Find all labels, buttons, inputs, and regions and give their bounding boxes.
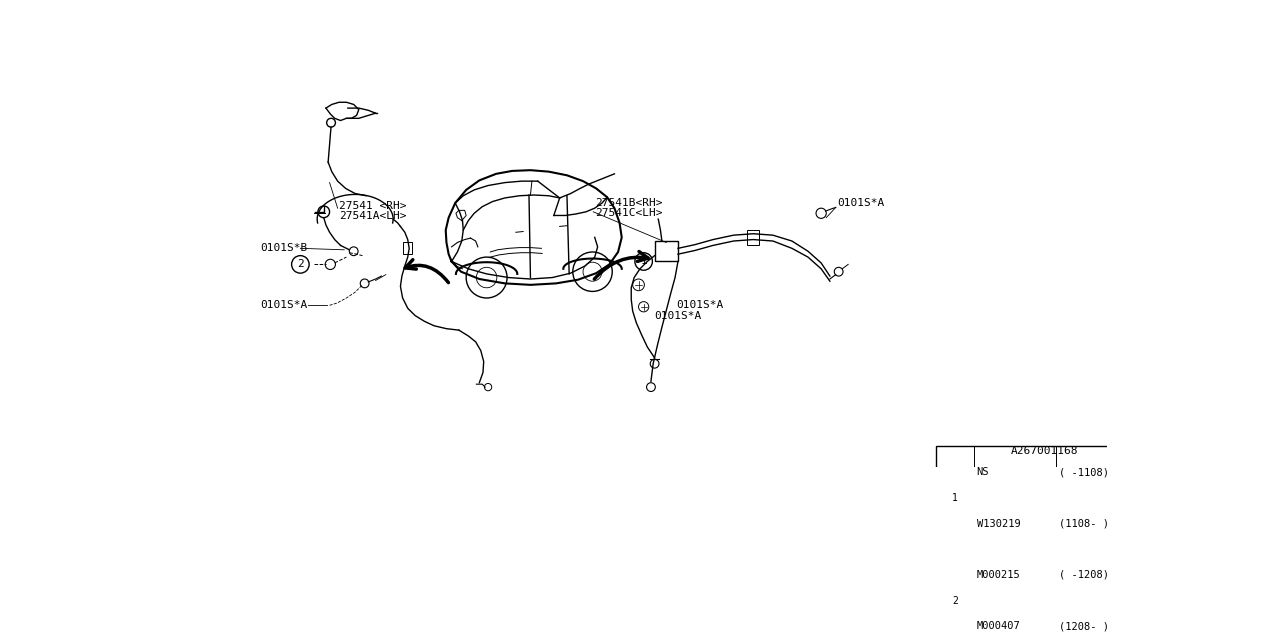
Text: 27541C<LH>: 27541C<LH>	[595, 208, 662, 218]
Text: 0101S*A: 0101S*A	[654, 310, 701, 321]
Text: (1208- ): (1208- )	[1059, 621, 1108, 632]
Text: 2: 2	[297, 259, 303, 269]
Text: 1: 1	[952, 493, 957, 503]
Text: 1: 1	[640, 257, 646, 266]
Text: 0101S*B: 0101S*B	[260, 243, 307, 253]
Text: 27541B<RH>: 27541B<RH>	[595, 198, 662, 208]
Text: 27541A<LH>: 27541A<LH>	[339, 211, 407, 221]
Text: 0101S*A: 0101S*A	[677, 300, 723, 310]
Text: A267001168: A267001168	[1011, 447, 1078, 456]
Text: ( -1208): ( -1208)	[1059, 570, 1108, 580]
Text: M000215: M000215	[977, 570, 1020, 580]
Text: 2: 2	[952, 596, 957, 605]
Bar	[748, 230, 759, 244]
Bar	[403, 243, 412, 254]
Bar	[654, 241, 678, 262]
Text: (1108- ): (1108- )	[1059, 518, 1108, 529]
Text: 27541 <RH>: 27541 <RH>	[339, 201, 407, 211]
Bar	[937, 447, 1140, 640]
Text: NS: NS	[977, 467, 989, 477]
FancyArrowPatch shape	[406, 260, 448, 283]
Text: W130219: W130219	[977, 518, 1020, 529]
Text: 0101S*A: 0101S*A	[837, 198, 884, 208]
FancyArrowPatch shape	[594, 252, 648, 279]
Text: 0101S*A: 0101S*A	[260, 300, 307, 310]
Text: M000407: M000407	[977, 621, 1020, 632]
Text: ( -1108): ( -1108)	[1059, 467, 1108, 477]
